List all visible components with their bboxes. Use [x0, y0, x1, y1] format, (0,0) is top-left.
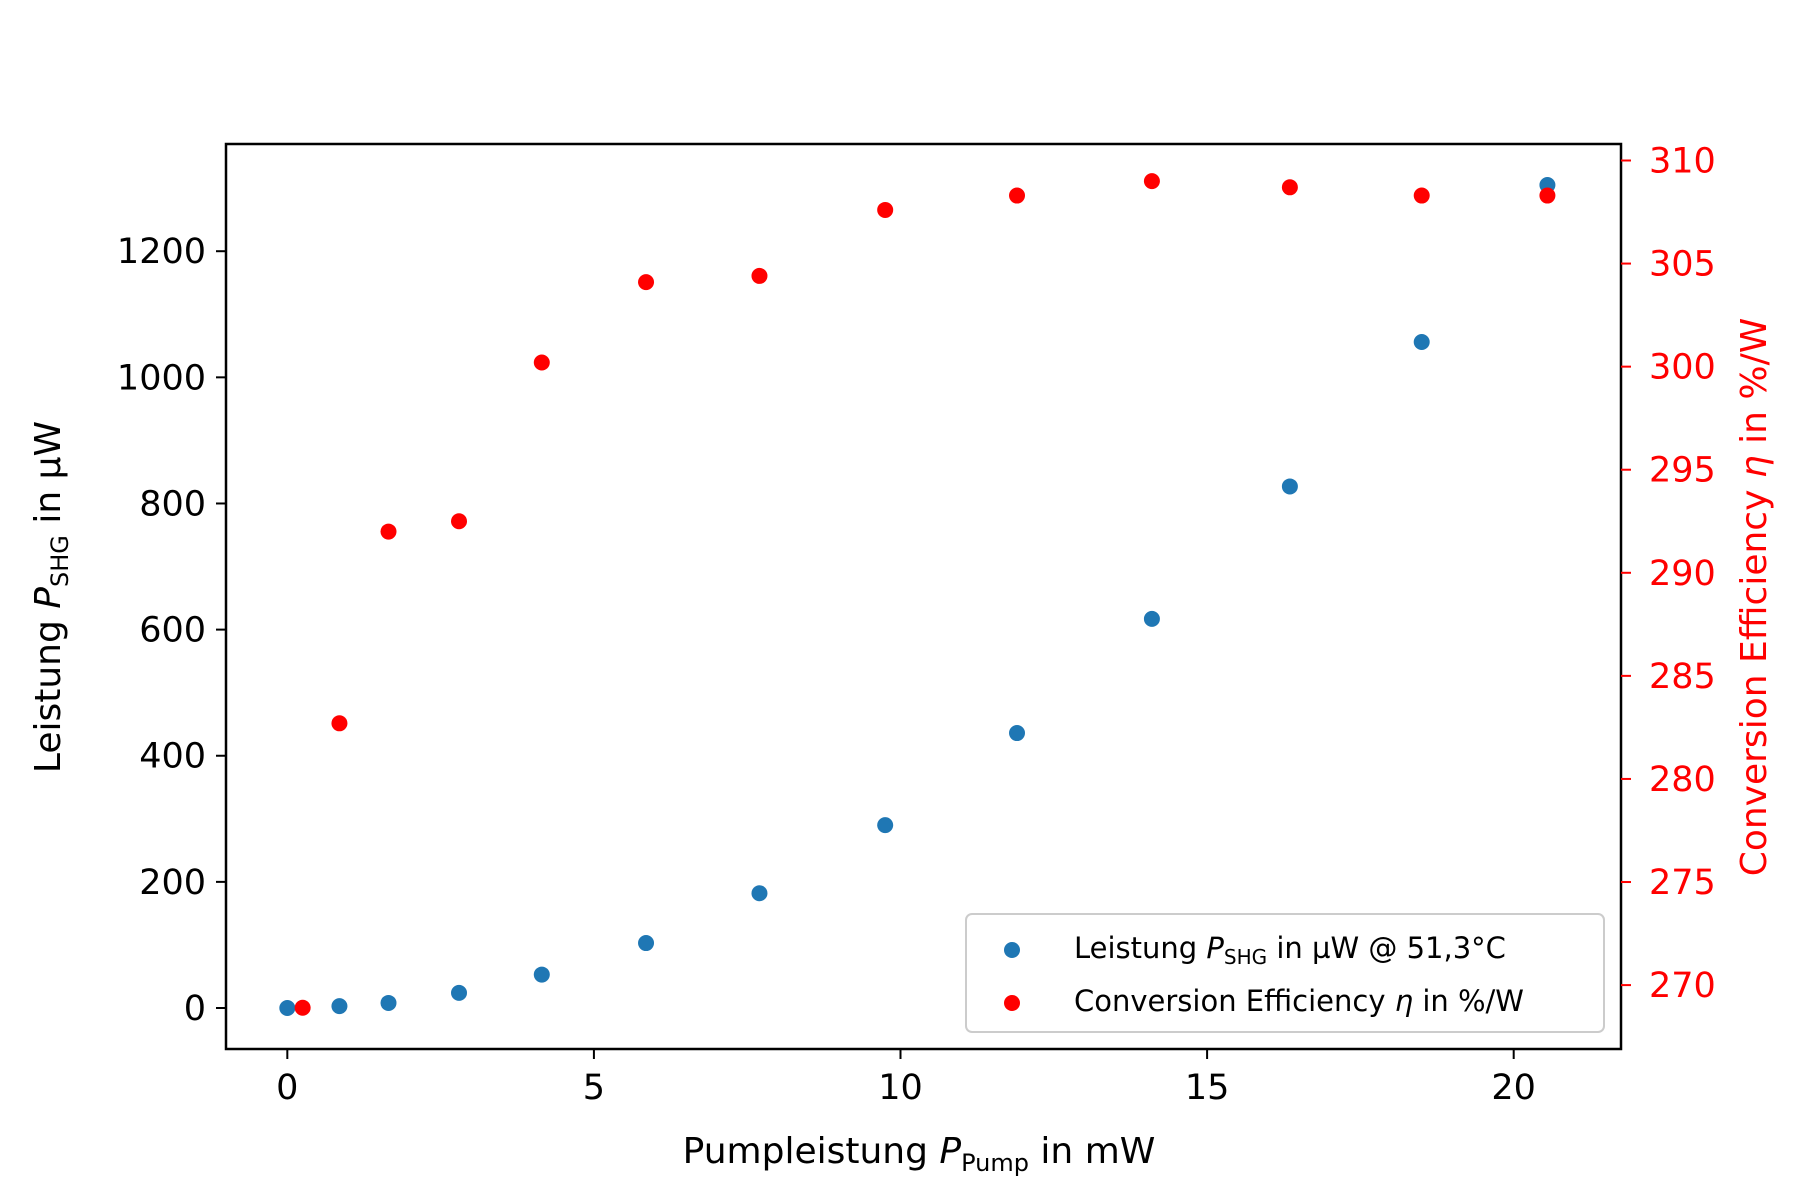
- shg-power-point: [638, 935, 655, 952]
- left-y-tick-label: 1200: [117, 232, 206, 272]
- left-y-tick-label: 800: [139, 484, 206, 524]
- data-points: [279, 173, 1556, 1017]
- efficiency-point: [1539, 187, 1556, 204]
- efficiency-point: [877, 201, 894, 218]
- legend: Leistung PSHG in µW @ 51,3°C Conversion …: [965, 913, 1605, 1033]
- efficiency-point: [533, 354, 550, 371]
- right-y-tick-label: 300: [1649, 348, 1716, 388]
- shg-power-point: [451, 984, 468, 1001]
- shg-power-point: [751, 885, 768, 902]
- efficiency-point: [638, 274, 655, 291]
- efficiency-point: [751, 267, 768, 284]
- shg-power-point: [1009, 725, 1026, 742]
- right-y-tick-label: 290: [1649, 554, 1716, 594]
- plot-frame: [224, 142, 1623, 1051]
- legend-box: [965, 913, 1605, 1033]
- x-tick-label: 10: [878, 1068, 923, 1108]
- left-y-axis-label: Leistung PSHG in µW: [28, 421, 74, 773]
- left-y-tick-label: 400: [139, 737, 206, 777]
- efficiency-point: [294, 999, 311, 1016]
- right-y-axis-ticks: 270 275 280 285 290 295 300 305 310: [1621, 141, 1716, 1006]
- right-y-tick-label: 305: [1649, 245, 1716, 285]
- plot-area: [224, 142, 1623, 1051]
- x-tick-label: 20: [1491, 1068, 1536, 1108]
- efficiency-point: [1143, 173, 1160, 190]
- right-y-tick-label: 280: [1649, 760, 1716, 800]
- left-y-axis-ticks: 0 200 400 600 800 1000 1200: [117, 232, 226, 1029]
- right-y-tick-label: 275: [1649, 863, 1716, 903]
- x-tick-label: 5: [583, 1068, 605, 1108]
- x-axis-label: Pumpleistung PPump in mW: [683, 1131, 1156, 1177]
- shg-power-point: [877, 817, 894, 834]
- shg-power-point: [1143, 610, 1160, 627]
- efficiency-point: [1281, 179, 1298, 196]
- efficiency-point: [331, 715, 348, 732]
- right-y-tick-label: 295: [1649, 451, 1716, 491]
- left-y-tick-label: 200: [139, 863, 206, 903]
- shg-power-point: [331, 998, 348, 1015]
- shg-power-point: [533, 966, 550, 983]
- shg-power-point: [279, 1000, 296, 1017]
- efficiency-point: [451, 513, 468, 530]
- left-y-tick-label: 1000: [117, 358, 206, 398]
- right-y-tick-label: 270: [1649, 966, 1716, 1006]
- shg-power-point: [1281, 478, 1298, 495]
- right-y-axis-label: Conversion Efficiency η in %/W: [1734, 318, 1775, 877]
- legend-marker-shg: [1004, 942, 1020, 958]
- shg-power-point: [380, 994, 397, 1011]
- right-y-tick-label: 285: [1649, 657, 1716, 697]
- x-tick-label: 15: [1185, 1068, 1230, 1108]
- legend-marker-efficiency: [1004, 995, 1020, 1011]
- x-tick-label: 0: [276, 1068, 298, 1108]
- left-y-tick-label: 0: [184, 989, 206, 1029]
- efficiency-point: [1413, 187, 1430, 204]
- efficiency-point: [380, 523, 397, 540]
- left-y-tick-label: 600: [139, 611, 206, 651]
- right-y-tick-label: 310: [1649, 141, 1716, 181]
- legend-label-efficiency: Conversion Efficiency η in %/W: [1074, 984, 1524, 1018]
- x-axis-ticks: 0 5 10 15 20: [276, 1049, 1536, 1108]
- legend-label-shg: Leistung PSHG in µW @ 51,3°C: [1074, 931, 1506, 969]
- shg-power-point: [1413, 334, 1430, 351]
- efficiency-point: [1009, 187, 1026, 204]
